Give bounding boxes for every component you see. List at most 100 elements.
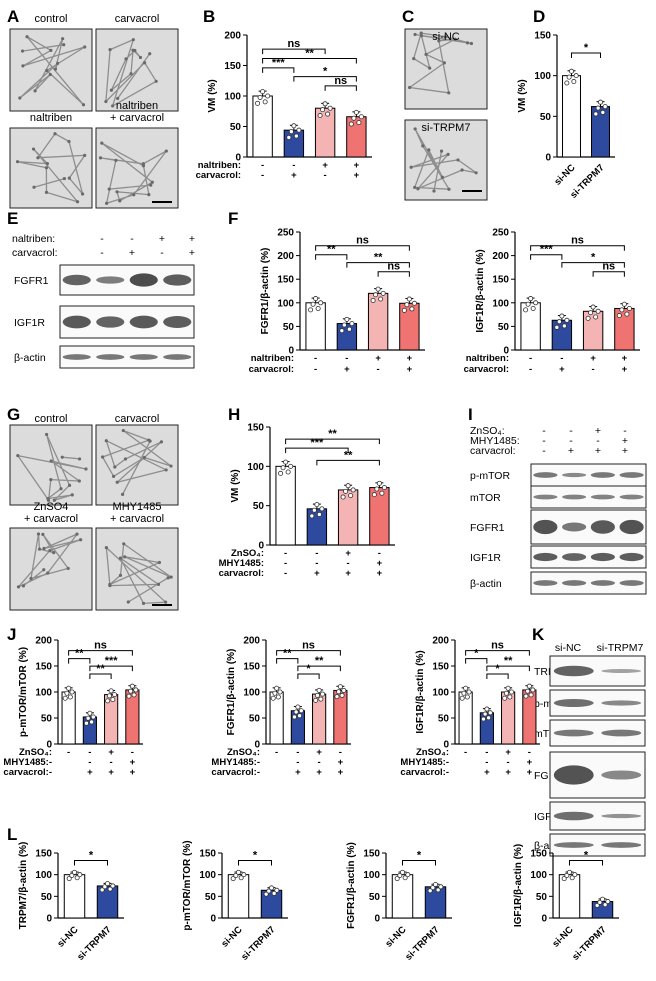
micrograph-a-carvacrol-cell <box>104 99 108 104</box>
micrograph-c-sinc-cell <box>408 85 412 90</box>
data-point <box>318 300 324 306</box>
blot-i-1-lane <box>533 494 558 500</box>
sig-bracket <box>68 658 91 664</box>
data-point <box>533 300 539 306</box>
condition-sign: - <box>292 160 295 171</box>
data-point <box>561 323 567 329</box>
micrograph-c-sitrpm7-frame <box>404 119 488 201</box>
condition-sign: - <box>284 568 287 579</box>
bar <box>227 874 250 919</box>
y-tick-label: 100 <box>35 870 52 881</box>
condition-sign: - <box>529 364 532 375</box>
blot-i-4-frame <box>530 571 647 595</box>
micrograph-a-carvacrol-cell <box>133 48 137 53</box>
blot-i-band-label: β-actin <box>470 578 502 590</box>
data-point <box>619 307 625 313</box>
data-point <box>466 689 472 695</box>
micrograph-g-control-cell <box>44 432 49 437</box>
micrograph-a-control-cell <box>33 89 37 93</box>
condition-sign: + <box>407 364 413 375</box>
y-tick-label: 150 <box>530 849 547 860</box>
data-point <box>72 869 78 875</box>
data-point <box>358 114 364 120</box>
sig-bracket <box>569 860 603 866</box>
micrograph-g-znso4-cell <box>16 585 21 589</box>
data-point <box>315 305 321 311</box>
condition-sign: + <box>505 747 511 758</box>
micrograph-c-sitrpm7-network <box>410 128 477 192</box>
micrograph-a-carvacrol-cell <box>111 104 115 108</box>
micrograph-g-control <box>9 424 93 506</box>
data-point <box>298 708 304 714</box>
blot-i-4-lane <box>590 580 615 586</box>
micrograph-c-sinc-cell <box>419 31 423 35</box>
micrograph-g-znso4-cell <box>46 571 50 575</box>
condition-sign: - <box>275 747 278 758</box>
sig-label: ** <box>283 648 292 660</box>
data-point <box>487 710 493 716</box>
micrograph-c-sitrpm7 <box>404 119 488 201</box>
y-tick-label: 0 <box>443 740 449 751</box>
y-tick-label: 100 <box>363 870 380 881</box>
panel-letter-b: B <box>203 7 215 26</box>
y-tick-label: 150 <box>247 423 264 434</box>
y-tick-label: 0 <box>503 346 509 357</box>
micrograph-a-naltriben-cell <box>75 200 80 204</box>
condition-sign: - <box>296 747 299 758</box>
y-tick-label: 100 <box>534 71 551 82</box>
micro-a-label-2: carvacrol <box>115 13 160 25</box>
micrograph-a-control-cell <box>49 48 53 52</box>
micrograph-g-mhy1485-cell <box>169 575 173 579</box>
micrograph-c-sinc-cell <box>419 34 424 38</box>
condition-sign: - <box>347 558 350 569</box>
blot-e-1-lane <box>163 316 192 328</box>
data-point <box>308 307 314 313</box>
data-point <box>588 310 594 316</box>
data-point <box>64 690 70 696</box>
data-point <box>435 887 441 893</box>
micrograph-a-carvacrol-cell <box>154 79 158 83</box>
blot-i-0-lane <box>590 472 615 478</box>
condition-label: carvacrol: <box>464 364 509 375</box>
condition-sign: + <box>345 568 351 579</box>
data-point <box>350 487 356 493</box>
y-tick-label: 50 <box>41 892 53 903</box>
micro-c-label-2: si-TRPM7 <box>422 122 471 134</box>
panel-letter-c: C <box>402 7 414 26</box>
data-point <box>373 292 379 298</box>
micrograph-a-naltriben-carvacrol-cell <box>150 180 154 184</box>
category-label: si-TRPM7 <box>403 924 441 962</box>
blot-k-0-lane <box>601 669 642 673</box>
micrograph-a-naltriben-carvacrol <box>95 127 179 209</box>
blot-k-0 <box>549 655 646 687</box>
condition-sign: + <box>316 747 322 758</box>
bar <box>391 874 414 919</box>
data-point <box>341 322 347 328</box>
micrograph-a-naltriben-cell <box>67 176 71 180</box>
micrograph-g-carvacrol-cell <box>169 464 173 468</box>
data-point <box>348 493 354 499</box>
data-point <box>85 715 91 721</box>
data-point <box>564 872 570 878</box>
y-tick-label: 100 <box>35 688 52 699</box>
condition-sign: + <box>87 767 93 778</box>
data-point <box>238 875 244 881</box>
blot-e-cond-label: naltriben: <box>12 233 55 245</box>
condition-sign: + <box>622 353 628 364</box>
blot-k-3 <box>549 751 646 799</box>
data-point <box>566 74 572 80</box>
micrograph-a-control-cell <box>53 67 58 71</box>
micrograph-a-naltriben-cell <box>53 132 57 136</box>
data-point <box>459 695 465 701</box>
blot-i-3 <box>530 545 647 569</box>
y-tick-label: 100 <box>432 688 449 699</box>
blot-e-2-frame <box>59 345 195 369</box>
y-axis-label: VM (%) <box>517 79 528 112</box>
panel-letter-j: J <box>7 625 16 644</box>
micrograph-g-carvacrol-cell <box>112 474 116 478</box>
condition-sign: + <box>590 353 596 364</box>
micrograph-g-carvacrol-cell <box>113 465 117 469</box>
y-tick-label: 0 <box>374 914 380 925</box>
micrograph-c-sinc-cell <box>424 52 428 56</box>
micrograph-a-control-cell <box>56 61 60 66</box>
